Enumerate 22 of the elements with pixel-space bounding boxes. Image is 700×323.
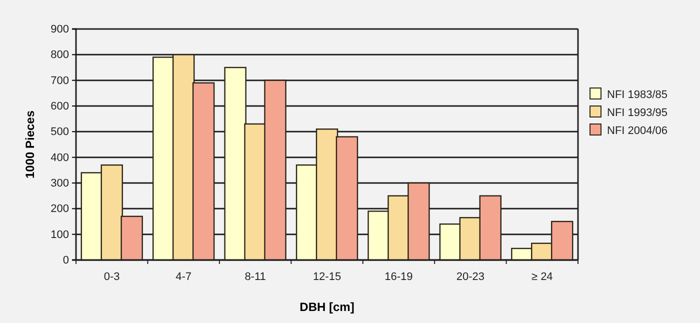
x-tick-label: ≥ 24 xyxy=(531,270,553,283)
x-tick-label: 16-19 xyxy=(384,270,413,283)
legend-label: NFI 1993/95 xyxy=(607,107,668,119)
y-tick-label: 500 xyxy=(50,126,69,138)
y-tick-label: 700 xyxy=(50,74,69,87)
y-tick-label: 800 xyxy=(50,49,69,62)
x-tick-label: 4-7 xyxy=(176,270,192,283)
x-tick-label: 8-11 xyxy=(244,270,266,283)
x-tick-label: 12-15 xyxy=(312,270,342,283)
y-axis-title: 1000 Pieces xyxy=(23,110,37,179)
x-tick-label: 0-3 xyxy=(104,270,120,283)
y-tick-label: 400 xyxy=(50,152,69,164)
y-tick-label: 100 xyxy=(50,228,69,241)
legend-label: NFI 1983/85 xyxy=(607,89,668,101)
legend-label: NFI 2004/06 xyxy=(607,125,668,137)
y-tick-label: 600 xyxy=(50,100,69,113)
y-tick-label: 200 xyxy=(50,203,69,216)
y-tick-label: 0 xyxy=(62,254,69,267)
x-axis-title: DBH [cm] xyxy=(300,300,354,314)
y-tick-label: 900 xyxy=(50,24,69,36)
y-tick-label: 300 xyxy=(50,178,69,190)
x-tick-label: 20-23 xyxy=(456,270,484,283)
